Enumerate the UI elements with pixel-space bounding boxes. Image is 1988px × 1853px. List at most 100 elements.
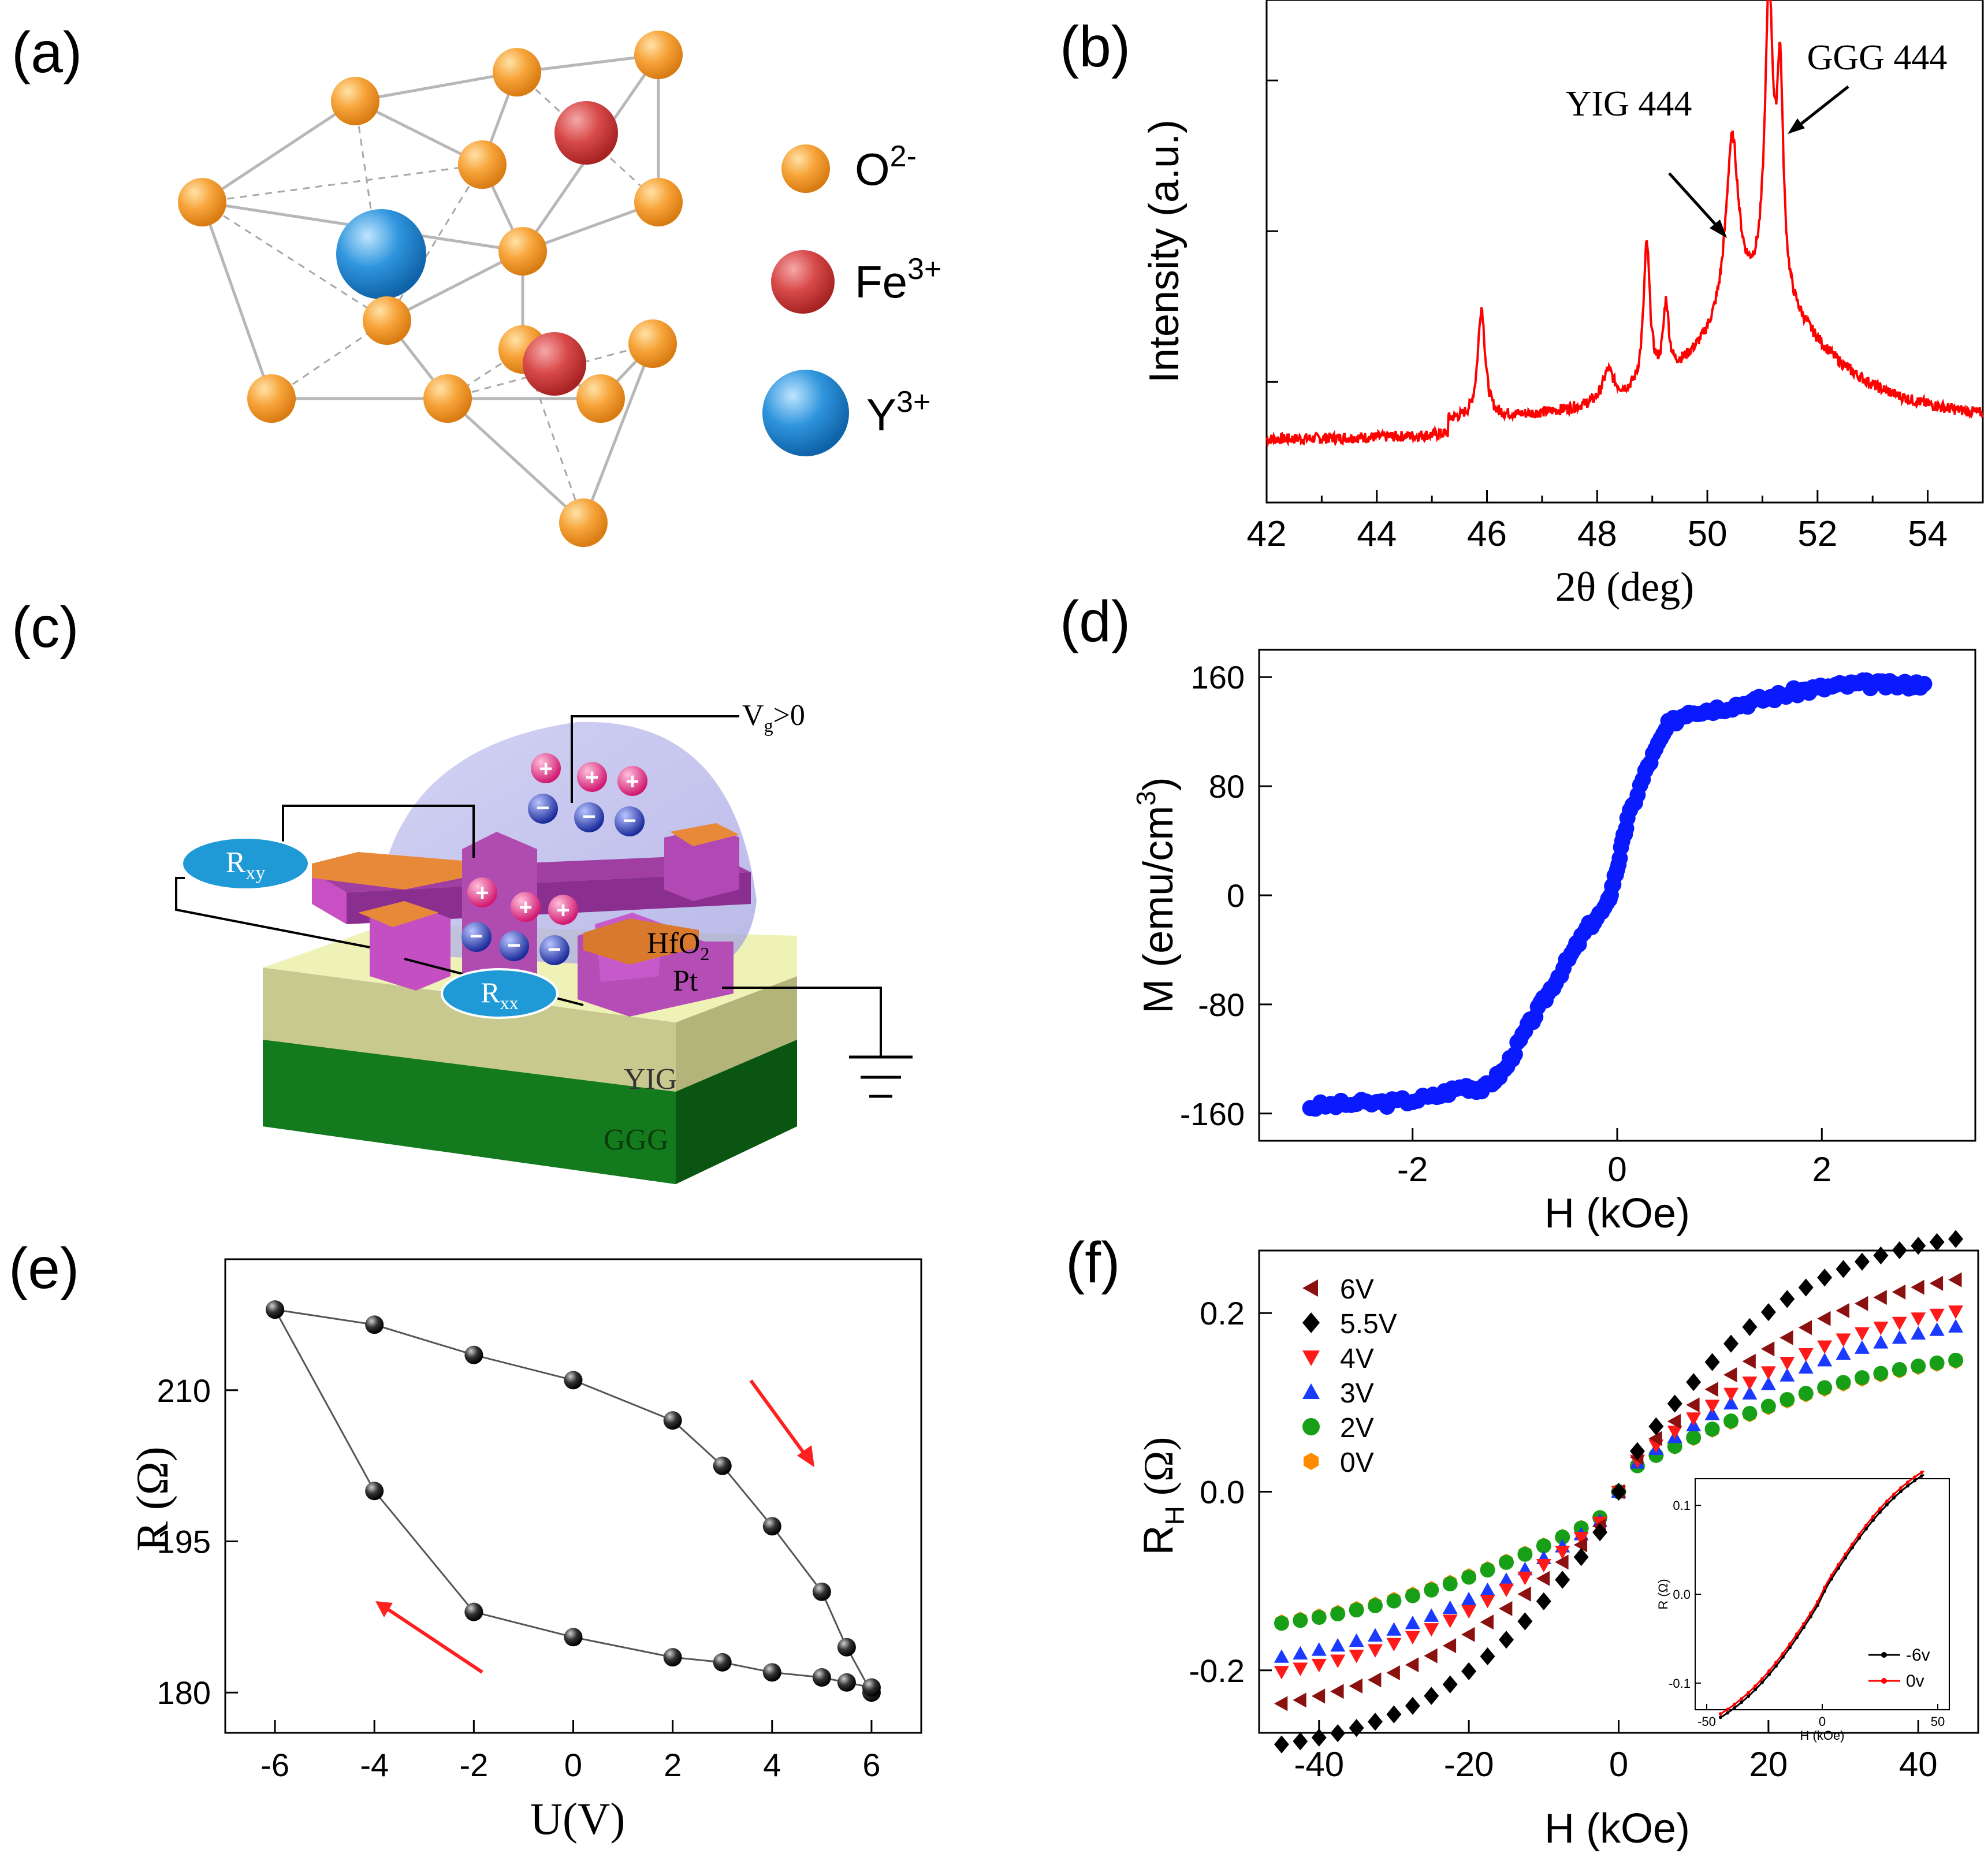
- inset-xlabel: H (kOe): [1800, 1728, 1845, 1743]
- inset-point: [1795, 1632, 1799, 1636]
- data-point: [266, 1300, 285, 1319]
- inset-point: [1913, 1475, 1916, 1479]
- data-point: [1742, 1376, 1758, 1390]
- chart-d-points: [1302, 672, 1933, 1117]
- data-point: [1424, 1582, 1439, 1598]
- legend-marker: [1304, 1453, 1319, 1470]
- data-point: [1779, 1330, 1793, 1345]
- oxygen-atom: [493, 48, 541, 96]
- data-point: [1293, 1692, 1306, 1708]
- chart-d-ticks: -2 0 2 -160 -80 0 80 160: [1180, 659, 1831, 1189]
- data-point: [1704, 1407, 1720, 1420]
- inset-point: [1906, 1480, 1909, 1484]
- data-point: [1461, 1591, 1477, 1606]
- inset-point: [1864, 1523, 1868, 1527]
- data-point: [1742, 1318, 1758, 1337]
- data-point: [1892, 1316, 1907, 1331]
- chart-d-ylabel: M (emu/cm3): [1131, 777, 1182, 1014]
- inset-point: [1864, 1527, 1868, 1531]
- data-point: [365, 1482, 384, 1501]
- inset-point: [1774, 1664, 1778, 1668]
- data-point: [1555, 1530, 1570, 1545]
- oxygen-atom: [458, 140, 507, 189]
- bond-dashed: [202, 201, 388, 322]
- data-point: [812, 1582, 831, 1601]
- anion: [461, 922, 492, 952]
- inset-point: [1747, 1691, 1750, 1695]
- y-tick-label: 80: [1209, 768, 1245, 805]
- inset-point: [1760, 1680, 1764, 1684]
- inset-point: [1781, 1655, 1785, 1659]
- legend-label: 0V: [1340, 1448, 1374, 1478]
- data-point: [1611, 1482, 1626, 1501]
- data-point: [1498, 1572, 1514, 1586]
- svg-text:−: −: [548, 937, 561, 962]
- chart-b-xlabel: 2θ (deg): [1555, 564, 1694, 610]
- cation: [531, 753, 561, 783]
- hfo2-pad-left: [312, 852, 462, 890]
- data-point: [1517, 1612, 1533, 1631]
- chart-e-points: [266, 1300, 881, 1702]
- data-point: [1798, 1320, 1812, 1335]
- iron-atom: [554, 101, 618, 165]
- data-point: [1873, 1246, 1889, 1265]
- ions-top: [528, 753, 647, 836]
- data-point: [862, 1678, 881, 1697]
- y-tick-label: -80: [1198, 987, 1245, 1023]
- inset-legend-label: 0v: [1906, 1672, 1924, 1691]
- legend-yttrium-ball: [762, 370, 849, 456]
- data-point: [1911, 1326, 1926, 1340]
- bond-dashed: [386, 164, 483, 321]
- data-point: [1704, 1353, 1720, 1371]
- data-point: [1817, 1380, 1833, 1396]
- data-point: [1293, 1732, 1308, 1751]
- data-point: [1480, 1582, 1495, 1596]
- inset-point: [1906, 1484, 1909, 1488]
- data-point: [1386, 1593, 1402, 1609]
- legend-oxygen-label: O2-: [855, 140, 917, 195]
- cation: [511, 892, 541, 922]
- data-point: [1274, 1649, 1289, 1663]
- anion: [528, 794, 558, 824]
- data-point: [1667, 1413, 1681, 1429]
- data-point: [1836, 1303, 1849, 1318]
- inset-point: [1788, 1646, 1792, 1650]
- chart-b-frame: [1265, 0, 1984, 504]
- data-point: [1461, 1662, 1477, 1680]
- panel-a-legend: O2- Fe3+ Y3+: [762, 140, 941, 456]
- data-point: [1742, 1405, 1758, 1421]
- y-tick-label: 0: [1227, 877, 1245, 914]
- inset-point: [1740, 1697, 1743, 1701]
- y-tick-label: -0.2: [1189, 1653, 1245, 1689]
- data-point: [1274, 1735, 1289, 1754]
- data-point: [1629, 1442, 1645, 1460]
- inset-point: [1844, 1552, 1847, 1556]
- rxy-label: Rxy: [226, 846, 266, 884]
- inset-point: [1871, 1515, 1875, 1519]
- inset-point: [1767, 1669, 1771, 1673]
- inset-legend-marker: [1881, 1678, 1887, 1684]
- data-point: [1873, 1365, 1889, 1381]
- data-point: [464, 1345, 483, 1364]
- x-tick-label: 40: [1899, 1745, 1938, 1784]
- chart-f-inset: -50 0 50 -0.1 0.0 0.1 H (kOe) R (Ω) -6v 0v: [1656, 1470, 1950, 1743]
- data-point: [1742, 1353, 1756, 1369]
- data-point: [1686, 1430, 1702, 1445]
- data-point: [1442, 1675, 1458, 1694]
- data-point: [1704, 1400, 1720, 1413]
- data-point: [1349, 1650, 1364, 1664]
- inset-point: [1733, 1702, 1736, 1706]
- legend-marker: [1302, 1312, 1320, 1333]
- ggg-label: GGG: [604, 1123, 669, 1156]
- legend-label: 3V: [1340, 1378, 1374, 1409]
- data-point: [1798, 1386, 1814, 1401]
- data-point: [1817, 1311, 1831, 1326]
- data-point: [1349, 1718, 1364, 1737]
- data-point: [1573, 1547, 1589, 1567]
- data-point: [1817, 1340, 1833, 1354]
- inset-point: [1788, 1642, 1792, 1646]
- data-point: [1311, 1688, 1326, 1704]
- cation: [617, 766, 647, 796]
- inset-y-tick-label: -0.1: [1669, 1676, 1691, 1691]
- inset-point: [1920, 1474, 1923, 1478]
